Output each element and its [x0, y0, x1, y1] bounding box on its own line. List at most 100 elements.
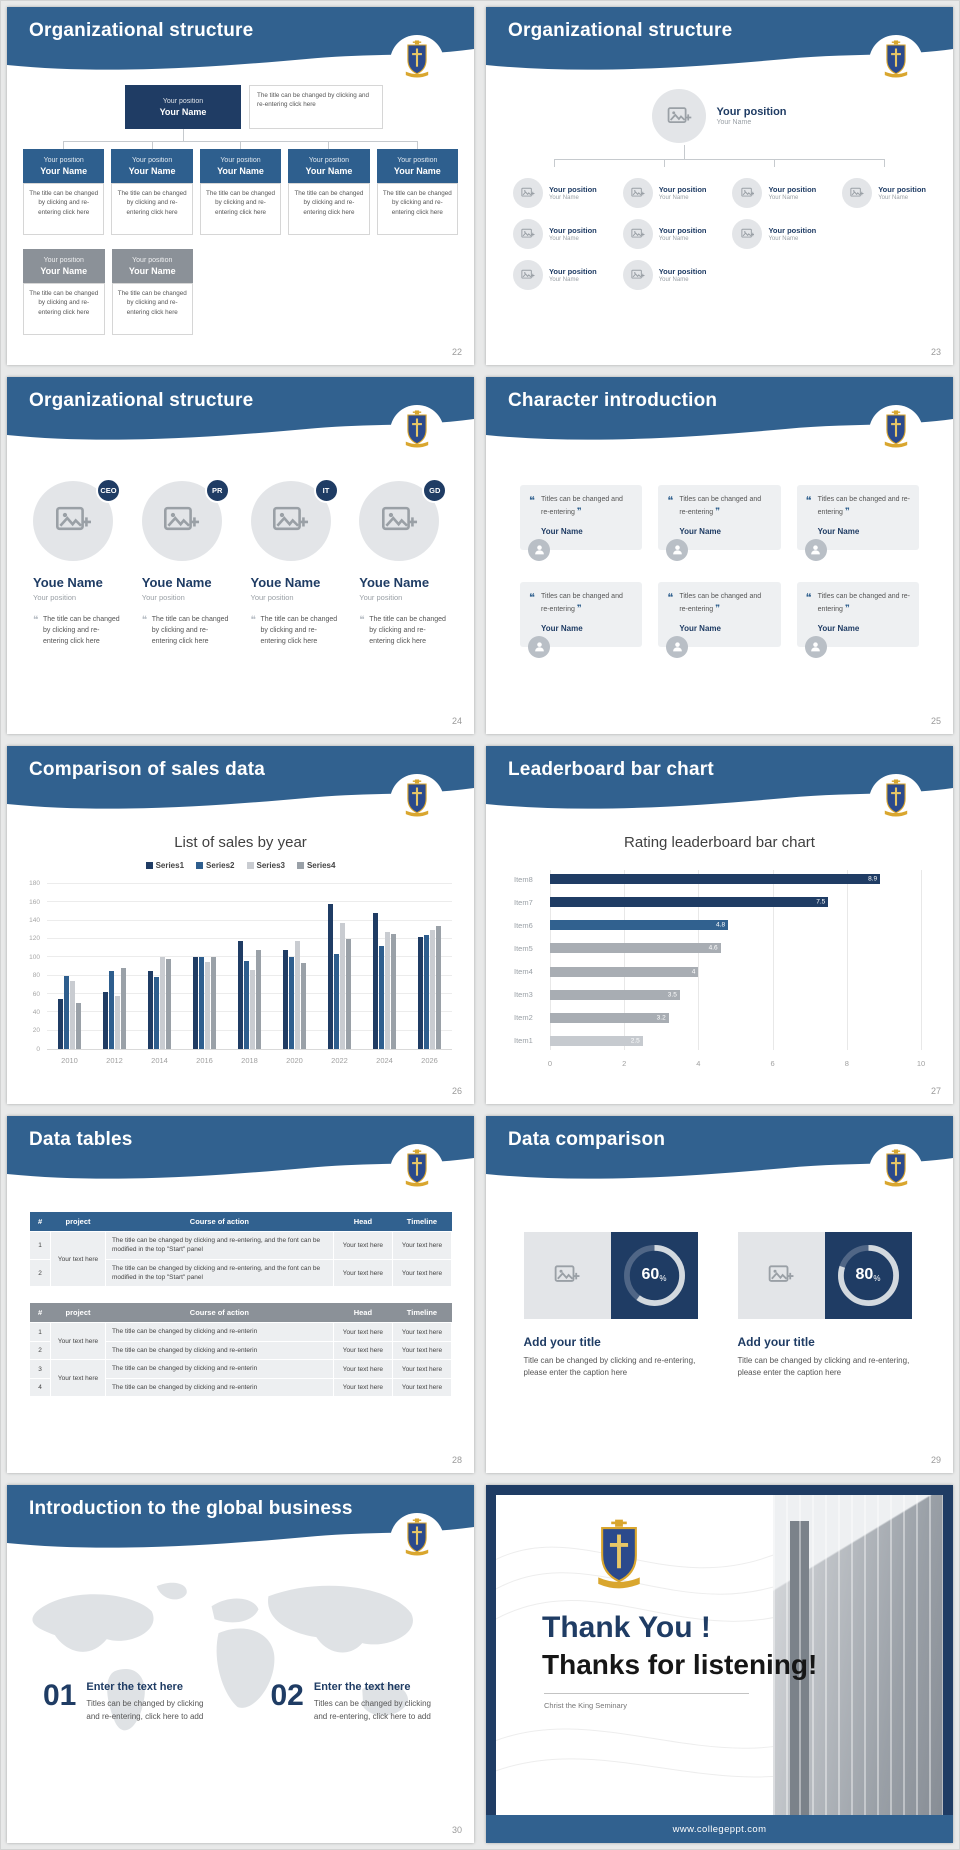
- x-tick-label: 2022: [331, 1055, 348, 1065]
- gridline: [550, 870, 551, 1050]
- org-node-desc: The title can be changed by clicking and…: [111, 283, 193, 335]
- header-wave: [486, 746, 953, 809]
- x-tick-label: 2024: [376, 1055, 393, 1065]
- org-node: Your position Your Name: [842, 178, 926, 208]
- bar: [154, 977, 159, 1049]
- slide-27[interactable]: Leaderboard bar chart Rating leaderboard…: [486, 746, 953, 1104]
- slide-23[interactable]: Organizational structure Your position Y…: [486, 7, 953, 365]
- image-placeholder-icon: [622, 219, 653, 249]
- bar-group: [227, 884, 272, 1049]
- category-label: Item3: [514, 990, 533, 1000]
- cell-project: Your text here: [50, 1359, 106, 1398]
- bar: 4: [550, 966, 699, 977]
- x-tick-label: 2010: [61, 1055, 78, 1065]
- legend-item: Series4: [296, 861, 335, 870]
- bar: [334, 953, 339, 1049]
- sales-yaxis: 0 20 40 60 80 100 120 140 160 180: [19, 880, 43, 1053]
- slide-22[interactable]: Organizational structure Your position Y…: [7, 7, 474, 365]
- org-branch: Your position Your Name The title can be…: [199, 141, 282, 235]
- footer-url[interactable]: www.collegeppt.com: [486, 1815, 953, 1843]
- cell-num: 3: [28, 1359, 52, 1379]
- x-tick-label: 0: [547, 1058, 553, 1068]
- cell-head: Your text here: [332, 1322, 393, 1342]
- name-label: Your Name: [768, 236, 799, 242]
- crest-icon: [882, 410, 910, 448]
- table-header-row: # project Course of action Head Timeline: [29, 1303, 452, 1323]
- bar-row: Item8 8.9: [514, 870, 921, 888]
- bar: [148, 971, 153, 1049]
- slide-30[interactable]: Introduction to the global business 01 E…: [7, 1485, 474, 1843]
- name-label: Your Name: [658, 277, 689, 283]
- legend-label: Series3: [256, 861, 285, 871]
- bar: [346, 939, 351, 1049]
- x-tick-label: 2018: [241, 1055, 258, 1065]
- legend-swatch: [145, 862, 153, 870]
- role-badge: GD: [422, 477, 448, 503]
- building-photo: [773, 1495, 943, 1815]
- numbered-item: 02 Enter the text here Titles can be cha…: [271, 1681, 457, 1723]
- category-label: Item4: [514, 967, 533, 976]
- avatar-icon: [804, 538, 827, 561]
- slide-title: Leaderboard bar chart: [508, 759, 714, 781]
- name-label: Your Name: [548, 236, 579, 242]
- slide-28[interactable]: Data tables # project Course of action H…: [7, 1115, 474, 1474]
- name-label: Your Name: [658, 236, 689, 242]
- item-title: Add your title: [737, 1334, 815, 1349]
- name-label: Your Name: [817, 623, 860, 633]
- x-tick-label: 2020: [286, 1055, 303, 1065]
- position-label: Your position: [33, 592, 77, 602]
- connector-line: [183, 129, 184, 141]
- crest-bump: [390, 404, 444, 459]
- connector-line: [773, 159, 775, 167]
- bar-row: Item1 2.5: [514, 1032, 921, 1050]
- y-tick-label: 80: [32, 972, 40, 980]
- quote-icon: ❝: [529, 591, 535, 604]
- gridline: [47, 992, 452, 994]
- value-label: 4: [691, 968, 696, 975]
- cell-course: The title can be changed by clicking and…: [104, 1340, 334, 1361]
- slide-29[interactable]: Data comparison 60% Add your title Title…: [486, 1115, 953, 1474]
- slide-26[interactable]: Comparison of sales data List of sales b…: [7, 746, 474, 1104]
- name-label: Your Name: [716, 119, 752, 126]
- bar-track: 4.8: [550, 920, 921, 931]
- bar: [211, 957, 216, 1049]
- connector-line: [883, 159, 885, 167]
- legend-item: Series3: [246, 861, 285, 871]
- org-branch: Your position Your Name: [829, 159, 939, 290]
- person-card: GD Youe Name Your position ❝ The title ca…: [359, 477, 448, 648]
- slide-header: Data tables: [7, 1115, 474, 1200]
- bar: [301, 962, 306, 1049]
- org-branch: Your position Your Name The title can be…: [111, 141, 193, 235]
- bar: [199, 957, 204, 1049]
- cell-course: The title can be changed by clicking and…: [104, 1359, 334, 1379]
- leaderboard-xaxis: 0 2 4 6 8 10: [547, 1054, 925, 1068]
- image-placeholder-icon: [842, 178, 873, 208]
- slide-25[interactable]: Character introduction ❝ Titles can be ch…: [486, 376, 953, 735]
- quote-icon: ❞: [576, 603, 582, 614]
- org-node: Your position Your Name: [512, 260, 597, 290]
- bar: [250, 970, 255, 1049]
- org-node-desc: The title can be changed by clicking and…: [376, 183, 459, 235]
- name-label: Your Name: [128, 165, 176, 176]
- gridline: [698, 870, 700, 1050]
- slide-31[interactable]: Thank You ! Thanks for listening! Christ…: [486, 1485, 953, 1843]
- image-placeholder-icon: [512, 178, 543, 208]
- header-wave: [486, 376, 953, 440]
- crest-icon: [403, 779, 431, 817]
- slide-24[interactable]: Organizational structure CEO Youe Name Y…: [7, 376, 474, 735]
- page-number: 26: [451, 1085, 462, 1096]
- slide-title: Character introduction: [508, 389, 718, 411]
- chart-title: List of sales by year: [174, 834, 307, 852]
- cell-num: 2: [28, 1340, 52, 1361]
- world-map: [32, 1583, 413, 1731]
- item-caption: Title can be changed by clicking and re-…: [737, 1355, 910, 1377]
- name-label: Youe Name: [33, 574, 103, 590]
- leaderboard-grid: [550, 870, 922, 1050]
- percent-label: 60%: [641, 1266, 667, 1284]
- slide-title: Data tables: [29, 1128, 133, 1150]
- legend-label: Series2: [206, 861, 235, 871]
- quote-icon: ❝: [667, 494, 674, 507]
- table-row: 3 Your text here The title can be change…: [28, 1359, 453, 1398]
- bar: [424, 935, 429, 1049]
- org-branch: Your position Your Name The title can be…: [288, 141, 370, 235]
